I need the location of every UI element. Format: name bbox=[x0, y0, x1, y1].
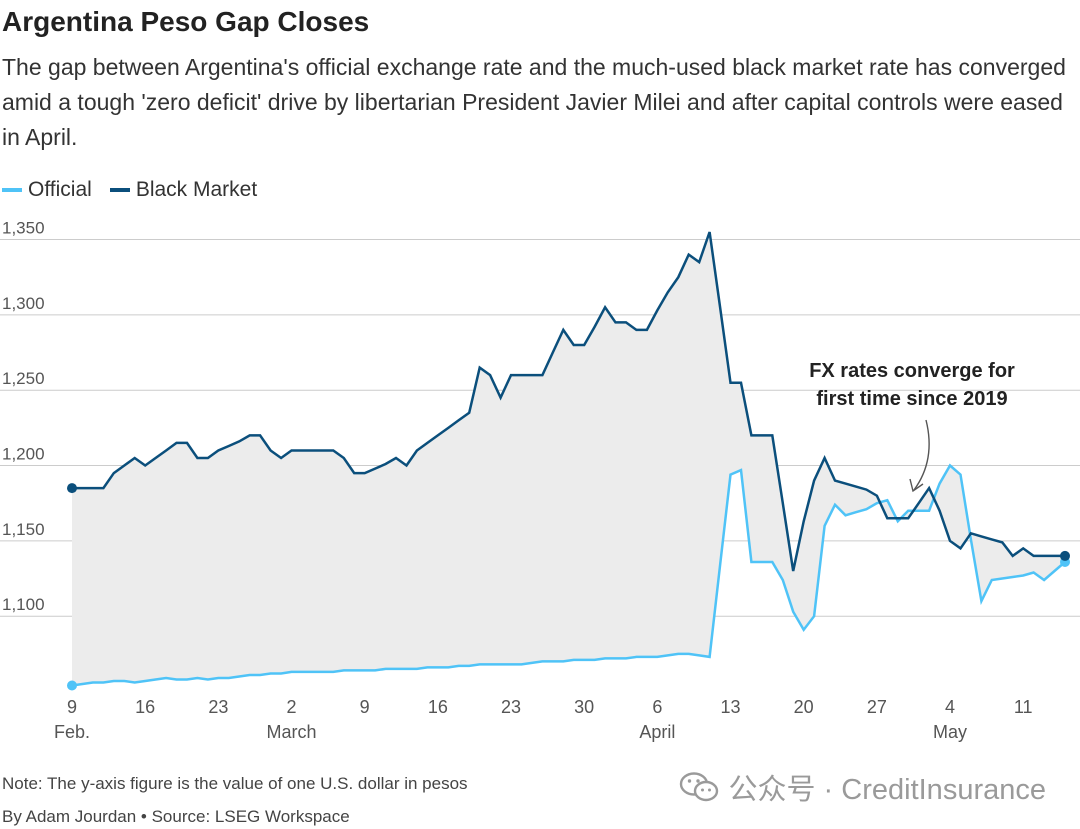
byline: By Adam Jourdan • Source: LSEG Workspace bbox=[2, 807, 350, 826]
x-tick-label: 27 bbox=[867, 697, 887, 717]
y-tick-label: 1,100 bbox=[2, 595, 45, 614]
marker-official-start bbox=[67, 680, 77, 691]
y-axis-ticks: 1,100 1,150 1,200 1,250 1,300 1,350 bbox=[2, 220, 45, 614]
legend-label-black-market: Black Market bbox=[135, 178, 258, 201]
x-tick-label: 6 bbox=[652, 697, 662, 717]
series-line-black-market bbox=[72, 231, 1065, 572]
wechat-icon bbox=[679, 772, 718, 802]
x-month-label: May bbox=[933, 722, 967, 742]
x-tick-label: 11 bbox=[1014, 697, 1033, 717]
legend-swatch-official bbox=[2, 188, 22, 192]
gap-area bbox=[72, 232, 1065, 686]
x-month-label: March bbox=[266, 722, 316, 742]
x-month-label: April bbox=[639, 722, 675, 742]
note: Note: The y-axis figure is the value of … bbox=[2, 774, 468, 793]
y-tick-label: 1,150 bbox=[2, 520, 45, 539]
annotation-line-2: first time since 2019 bbox=[816, 388, 1007, 410]
x-tick-label: 13 bbox=[721, 697, 741, 717]
x-tick-label: 4 bbox=[945, 697, 955, 717]
page-title: Argentina Peso Gap Closes bbox=[2, 6, 370, 37]
legend-swatch-black-market bbox=[109, 188, 130, 192]
legend: Official Black Market bbox=[2, 178, 275, 202]
watermark: 公众号 · CreditInsurance bbox=[679, 766, 1047, 808]
x-tick-label: 9 bbox=[67, 697, 77, 717]
x-tick-label: 20 bbox=[794, 697, 814, 717]
x-tick-label: 16 bbox=[135, 697, 155, 717]
x-tick-label: 23 bbox=[208, 697, 228, 717]
legend-item-official: Official bbox=[2, 178, 92, 202]
x-tick-label: 9 bbox=[360, 697, 370, 717]
legend-label-official: Official bbox=[28, 178, 92, 201]
x-axis-ticks: 9 Feb. 16 23 2 March 9 16 23 30 6 April 13 20 27 4 May 11 bbox=[54, 697, 1033, 742]
y-tick-label: 1,250 bbox=[2, 369, 45, 388]
annotation-line-1: FX rates converge for bbox=[809, 360, 1015, 382]
legend-item-black-market: Black Market bbox=[109, 178, 258, 202]
end-markers bbox=[67, 483, 1070, 691]
x-tick-label: 30 bbox=[574, 697, 594, 717]
annotation-arrowhead bbox=[909, 478, 924, 493]
watermark-text: 公众号 · CreditInsurance bbox=[728, 774, 1047, 806]
marker-black-market-end bbox=[1060, 550, 1070, 561]
y-tick-label: 1,200 bbox=[2, 445, 45, 464]
x-month-label: Feb. bbox=[54, 722, 90, 742]
subtitle: The gap between Argentina's official exc… bbox=[2, 54, 1066, 150]
annotation-arrow bbox=[913, 419, 930, 491]
x-tick-label: 16 bbox=[428, 697, 448, 717]
y-tick-label: 1,350 bbox=[2, 220, 45, 238]
x-tick-label: 2 bbox=[286, 697, 296, 717]
y-tick-label: 1,300 bbox=[2, 294, 45, 313]
x-tick-label: 23 bbox=[501, 697, 521, 717]
annotation: FX rates converge for first time since 2… bbox=[809, 360, 1015, 493]
marker-black-market-start bbox=[67, 483, 77, 494]
